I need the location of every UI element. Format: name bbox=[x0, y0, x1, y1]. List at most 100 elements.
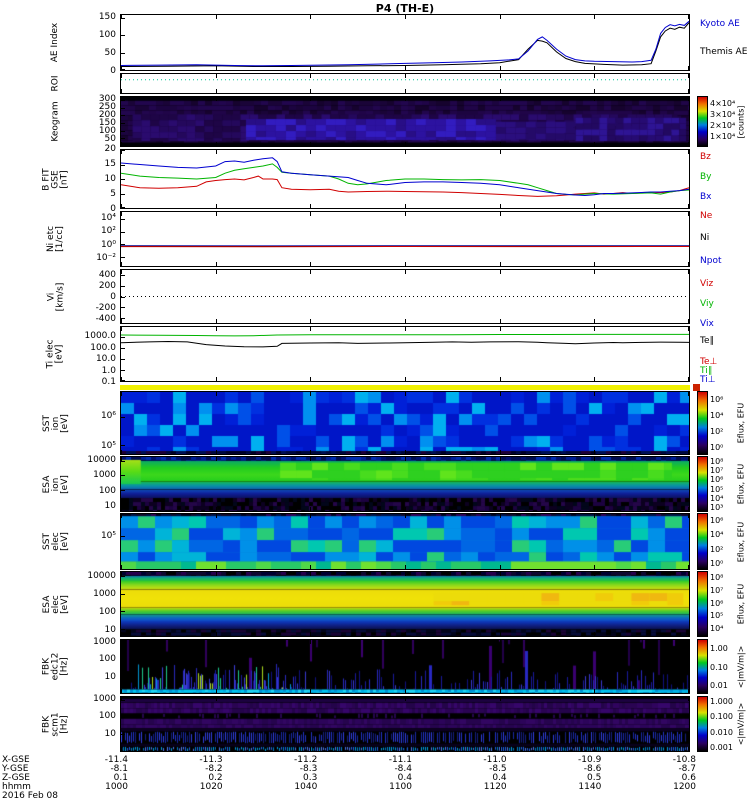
y-tick-label: 0 bbox=[110, 291, 116, 302]
y-tick-label: 400 bbox=[98, 269, 116, 280]
panel-esa_elec bbox=[120, 571, 690, 637]
ae-series-kyotoae bbox=[121, 20, 689, 67]
axis-row-label-z-gse: Z-GSE bbox=[2, 773, 30, 783]
date-label: 2016 Feb 08 bbox=[2, 791, 59, 800]
x-tick-mark bbox=[215, 507, 217, 511]
x-tick-mark bbox=[405, 319, 406, 323]
axis-value: -11.1 bbox=[388, 755, 412, 765]
legend-ti: Ti⊥ bbox=[700, 374, 716, 385]
x-tick-mark bbox=[215, 565, 217, 569]
axis-value: 0.6 bbox=[681, 773, 696, 783]
colorbar-tick-label: 10⁷ bbox=[710, 466, 724, 475]
x-tick-mark bbox=[688, 212, 689, 216]
y-tick-label: 100 bbox=[98, 606, 116, 617]
axis-value: -10.8 bbox=[672, 755, 696, 765]
x-tick-mark bbox=[215, 640, 217, 644]
panel-sst_elec bbox=[120, 513, 690, 570]
x-tick-mark bbox=[215, 392, 217, 396]
y-tick-mark bbox=[121, 17, 125, 19]
x-tick-mark bbox=[499, 15, 501, 19]
y-tick-mark bbox=[121, 358, 125, 360]
x-tick-mark bbox=[310, 392, 312, 396]
sst_ion-spectrogram bbox=[121, 392, 689, 454]
x-tick-mark bbox=[499, 450, 501, 454]
legend-viz: Viz bbox=[700, 279, 714, 289]
y-tick-label: 10 bbox=[104, 174, 116, 184]
x-tick-mark bbox=[121, 450, 122, 454]
x-tick-mark bbox=[499, 89, 501, 93]
x-tick-mark bbox=[215, 747, 217, 751]
y-tick-mark bbox=[121, 115, 125, 117]
y-tick-mark bbox=[121, 380, 125, 381]
y-tick-mark bbox=[121, 52, 125, 54]
x-tick-mark bbox=[310, 270, 312, 274]
legend-vix: Vix bbox=[700, 319, 714, 330]
x-tick-mark bbox=[594, 450, 596, 454]
x-tick-mark bbox=[688, 565, 689, 569]
x-tick-mark bbox=[594, 632, 596, 636]
x-tick-mark bbox=[405, 270, 406, 274]
x-tick-mark bbox=[688, 507, 689, 511]
x-tick-mark bbox=[499, 319, 501, 323]
legend-bz: Bz bbox=[700, 152, 711, 163]
x-tick-mark bbox=[121, 142, 122, 146]
x-tick-mark bbox=[215, 377, 217, 381]
x-tick-mark bbox=[121, 89, 122, 93]
x-tick-mark bbox=[405, 507, 406, 511]
x-tick-mark bbox=[499, 514, 501, 518]
y-tick-label: 10 bbox=[104, 500, 116, 511]
legend-ni: Ni bbox=[700, 232, 710, 243]
x-tick-mark bbox=[688, 514, 689, 518]
panel-roi bbox=[120, 73, 690, 94]
sst_ion-colorbar bbox=[697, 391, 708, 455]
axis-value: -8.7 bbox=[678, 764, 696, 774]
colorbar-tick-label: 10⁷ bbox=[710, 586, 724, 596]
x-tick-mark bbox=[499, 66, 501, 70]
panel-ae bbox=[120, 14, 690, 71]
axis-value: 1140 bbox=[578, 782, 602, 792]
colorbar-tick-label: 10⁴ bbox=[710, 530, 724, 540]
bfit-series-by bbox=[121, 163, 689, 196]
x-tick-mark bbox=[121, 572, 122, 576]
x-tick-mark bbox=[594, 457, 596, 461]
colorbar-tick-label: 3×10⁴ bbox=[710, 109, 736, 119]
colorbar-tick-label: 10² bbox=[710, 544, 724, 554]
panel-esa_ion bbox=[120, 456, 690, 512]
x-tick-mark bbox=[594, 507, 596, 511]
x-tick-mark bbox=[499, 270, 501, 274]
x-tick-mark bbox=[688, 450, 689, 454]
x-tick-mark bbox=[405, 632, 406, 636]
y-tick-mark bbox=[121, 164, 125, 166]
x-tick-mark bbox=[310, 262, 312, 266]
x-tick-mark bbox=[688, 457, 689, 461]
x-tick-mark bbox=[594, 89, 596, 93]
colorbar-tick-label: 10⁵ bbox=[710, 611, 724, 621]
x-tick-mark bbox=[688, 697, 689, 701]
x-tick-mark bbox=[121, 319, 122, 323]
axis-value: 0.3 bbox=[303, 773, 318, 783]
x-tick-mark bbox=[688, 319, 689, 323]
legend-npot: Npot bbox=[700, 255, 722, 266]
panel-keogram bbox=[120, 96, 690, 147]
axis-value: 0.1 bbox=[113, 773, 128, 783]
colorbar-tick-label: 1×10⁴ bbox=[710, 131, 736, 141]
y-tick-label: 50 bbox=[104, 134, 116, 145]
x-tick-mark bbox=[688, 640, 689, 644]
y-tick-mark bbox=[121, 231, 125, 233]
x-tick-mark bbox=[310, 507, 312, 511]
y-tick-label: 1000 bbox=[93, 693, 116, 704]
x-tick-mark bbox=[405, 97, 406, 101]
x-tick-mark bbox=[499, 97, 501, 101]
x-tick-mark bbox=[310, 457, 312, 461]
x-tick-mark bbox=[405, 142, 406, 146]
y-tick-mark bbox=[121, 100, 125, 102]
x-tick-mark bbox=[215, 97, 217, 101]
legend-kyotoae: Kyoto AE bbox=[700, 18, 740, 29]
x-tick-mark bbox=[310, 572, 312, 576]
x-tick-mark bbox=[405, 450, 406, 454]
axis-value: 0.4 bbox=[397, 773, 412, 783]
y-tick-mark bbox=[121, 207, 125, 208]
y-tick-label: 10.0 bbox=[95, 354, 116, 365]
y-tick-mark bbox=[121, 676, 125, 678]
